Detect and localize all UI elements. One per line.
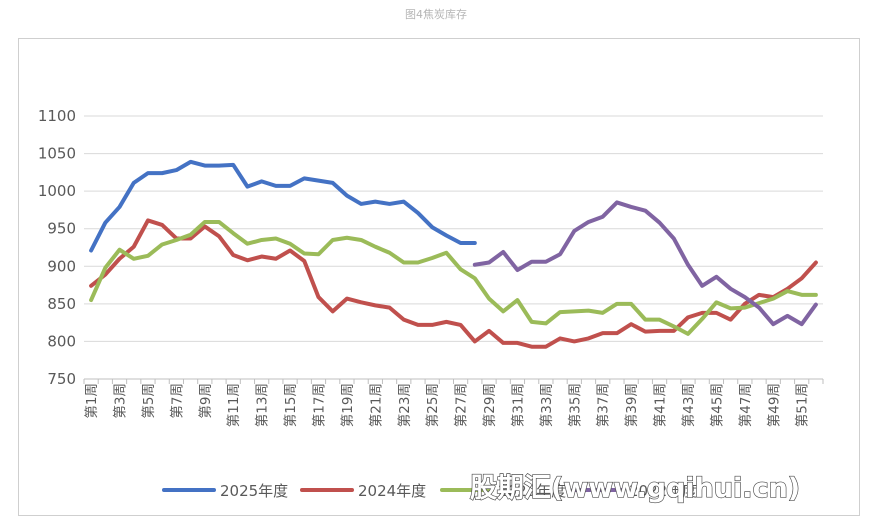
legend-label: 2022年度 [629,482,697,500]
legend: 2025年度 2024年度 2023年度 2022年度 [162,482,697,500]
x-tick-label: 第25周 [424,383,441,427]
x-tick-label: 第49周 [765,383,782,427]
x-tick-label: 第43周 [680,383,697,427]
legend-label: 2025年度 [220,482,288,500]
series-line [472,200,818,327]
gridlines [84,115,823,380]
y-tick-label: 1000 [38,182,76,200]
y-tick-label: 1050 [38,145,76,163]
x-tick-label: 第47周 [737,383,754,427]
x-tick-label: 第51周 [794,383,811,427]
x-tick-label: 第29周 [481,383,498,427]
x-tick-label: 第31周 [509,383,526,427]
x-tick-label: 第9周 [197,383,214,419]
series-line [89,219,818,336]
x-tick-label: 第39周 [623,383,640,427]
x-tick-label: 第37周 [595,383,612,427]
y-axis-ticks: 750 800 850 900 950 1000 1050 1100 [38,107,76,388]
x-tick-label: 第19周 [339,383,356,427]
x-tick-label: 第11周 [225,383,242,427]
y-tick-label: 950 [47,220,76,238]
y-tick-label: 900 [47,257,76,275]
x-tick-label: 第15周 [282,383,299,427]
x-tick-label: 第21周 [367,383,384,427]
y-tick-label: 800 [47,332,76,350]
x-tick-label: 第5周 [140,383,157,419]
x-tick-label: 第41周 [652,383,669,427]
x-tick-label: 第13周 [254,383,271,427]
x-tick-label: 第45周 [708,383,725,427]
x-tick-label: 第3周 [112,383,129,419]
figure-caption: 图4焦炭库存 [405,8,467,21]
x-tick-label: 第23周 [396,383,413,427]
x-tick-label: 第33周 [538,383,555,427]
y-tick-label: 1100 [38,107,76,125]
x-tick-label: 第17周 [310,383,327,427]
series-line [89,218,818,349]
x-tick-label: 第27周 [453,383,470,427]
x-tick-label: 第1周 [83,383,100,419]
legend-label: 2023年度 [498,482,566,500]
legend-label: 2024年度 [358,482,426,500]
y-tick-label: 850 [47,295,76,313]
y-tick-label: 750 [47,370,76,388]
x-tick-label: 第7周 [168,383,185,419]
x-axis: 第1周 第3周 第5周 第7周 第9周 第11周 第13周 第15周 第17周 第19周 第21周第… [83,378,824,427]
watermark: 股期汇(www.gqihui.cn) [470,473,800,504]
series-line [89,159,477,253]
x-tick-label: 第35周 [566,383,583,427]
series-lines [89,159,818,349]
